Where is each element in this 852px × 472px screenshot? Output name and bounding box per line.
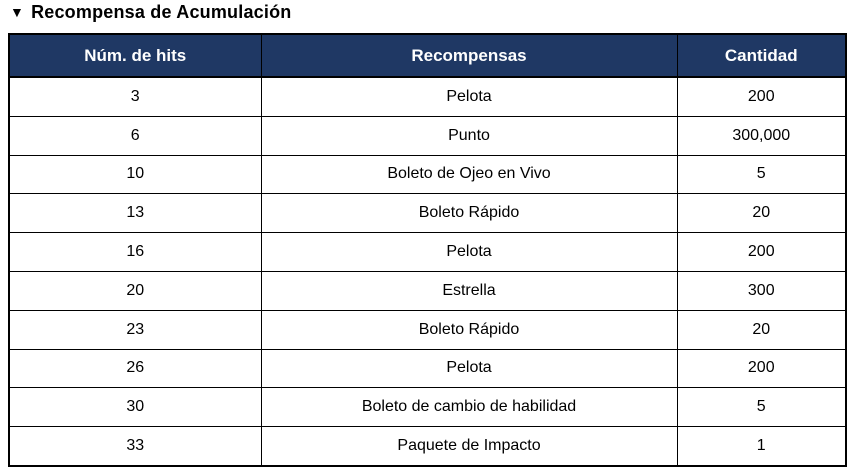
page-title: Recompensa de Acumulación (31, 2, 292, 22)
cell-hits: 26 (8, 348, 262, 389)
cell-hits: 6 (8, 115, 262, 156)
cell-reward: Pelota (260, 348, 678, 389)
table-row: 16 Pelota 200 (8, 232, 847, 272)
cell-qty: 300,000 (676, 115, 847, 156)
table-row: 10 Boleto de Ojeo en Vivo 5 (8, 154, 847, 195)
cell-hits: 16 (8, 232, 262, 272)
cell-reward: Pelota (260, 76, 678, 117)
cell-reward: Boleto Rápido (260, 193, 678, 234)
table-row: 3 Pelota 200 (8, 76, 847, 117)
cell-qty: 20 (676, 309, 847, 350)
cell-qty: 200 (676, 76, 847, 117)
cell-reward: Punto (260, 115, 678, 156)
table-header: Núm. de hits Recompensas Cantidad (8, 33, 847, 78)
table-row: 13 Boleto Rápido 20 (8, 193, 847, 234)
cell-hits: 30 (8, 387, 262, 428)
table-row: 26 Pelota 200 (8, 348, 847, 389)
cell-hits: 23 (8, 309, 262, 350)
cell-qty: 5 (676, 154, 847, 195)
table-row: 23 Boleto Rápido 20 (8, 309, 847, 350)
cell-reward: Boleto de Ojeo en Vivo (260, 154, 678, 195)
cell-reward: Estrella (260, 270, 678, 311)
cell-qty: 200 (676, 348, 847, 389)
cell-hits: 20 (8, 270, 262, 311)
cell-qty: 200 (676, 232, 847, 272)
table-row: 20 Estrella 300 (8, 270, 847, 311)
cell-qty: 300 (676, 270, 847, 311)
cell-hits: 13 (8, 193, 262, 234)
table-row: 30 Boleto de cambio de habilidad 5 (8, 387, 847, 428)
cell-hits: 33 (8, 426, 262, 467)
cell-hits: 3 (8, 76, 262, 117)
down-triangle-icon: ▼ (10, 4, 25, 20)
section-title: ▼ Recompensa de Acumulación (10, 2, 291, 23)
table-row: 33 Paquete de Impacto 1 (8, 426, 847, 467)
column-header-rewards: Recompensas (260, 33, 678, 78)
cell-qty: 20 (676, 193, 847, 234)
cell-hits: 10 (8, 154, 262, 195)
column-header-qty: Cantidad (676, 33, 847, 78)
table-row: 6 Punto 300,000 (8, 115, 847, 156)
cell-reward: Pelota (260, 232, 678, 272)
cell-qty: 5 (676, 387, 847, 428)
column-header-hits: Núm. de hits (8, 33, 262, 78)
cell-reward: Boleto de cambio de habilidad (260, 387, 678, 428)
header-row: Núm. de hits Recompensas Cantidad (8, 33, 847, 78)
cell-reward: Paquete de Impacto (260, 426, 678, 467)
accumulation-rewards-table: Núm. de hits Recompensas Cantidad 3 Pelo… (8, 33, 847, 467)
cell-qty: 1 (676, 426, 847, 467)
cell-reward: Boleto Rápido (260, 309, 678, 350)
table-body: 3 Pelota 200 6 Punto 300,000 10 Boleto d… (8, 76, 847, 467)
